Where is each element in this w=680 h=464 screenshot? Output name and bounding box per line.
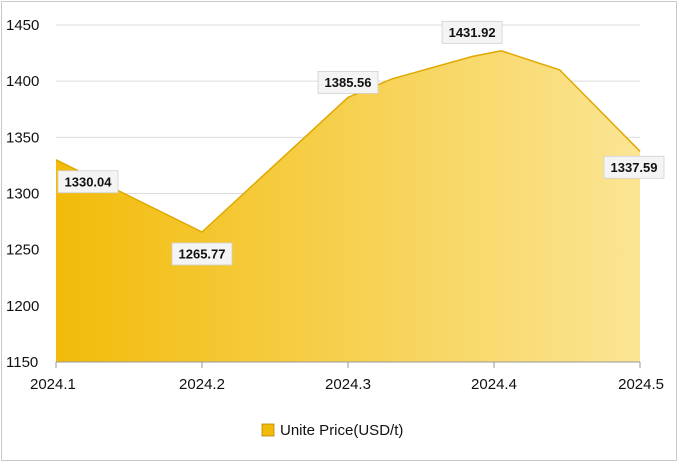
x-axis-ticks: 2024.1 2024.2 2024.3 2024.4 2024.5: [30, 376, 664, 393]
y-tick-label: 1300: [6, 186, 39, 203]
legend-swatch-icon: [261, 423, 275, 437]
y-tick-label: 1350: [6, 129, 39, 146]
y-tick-label: 1250: [6, 242, 39, 259]
x-tick-label: 2024.1: [30, 376, 76, 393]
data-label: 1330.04: [65, 174, 113, 189]
area-fill: [56, 50, 640, 363]
data-label: 1337.59: [611, 160, 658, 175]
y-axis-ticks: 1150 1200 1250 1300 1350 1400 1450: [6, 17, 39, 371]
data-label-box: [441, 20, 503, 44]
data-labels: 1330.04 1265.77 1385.56 1431.92 1337.59: [57, 20, 665, 266]
series-area: [55, 50, 641, 363]
y-tick-label: 1150: [6, 354, 38, 371]
x-tick-label: 2024.2: [179, 376, 225, 393]
data-label: 1385.56: [325, 75, 372, 90]
y-tick-label: 1400: [6, 73, 39, 90]
legend-label: Unite Price(USD/t): [280, 422, 403, 439]
data-label-box: [57, 170, 119, 194]
data-label: 1265.77: [179, 246, 226, 261]
data-label-box: [603, 155, 665, 179]
data-label: 1431.92: [449, 25, 496, 40]
legend: Unite Price(USD/t): [261, 422, 403, 439]
y-tick-label: 1450: [6, 17, 39, 34]
area-line: [55, 50, 641, 233]
x-tick-label: 2024.3: [325, 376, 371, 393]
x-tick-label: 2024.5: [618, 376, 664, 393]
x-tick-label: 2024.4: [471, 376, 517, 393]
data-label-box: [317, 70, 379, 94]
axes: [55, 361, 641, 368]
data-label-box: [171, 242, 233, 266]
y-tick-label: 1200: [6, 298, 39, 315]
